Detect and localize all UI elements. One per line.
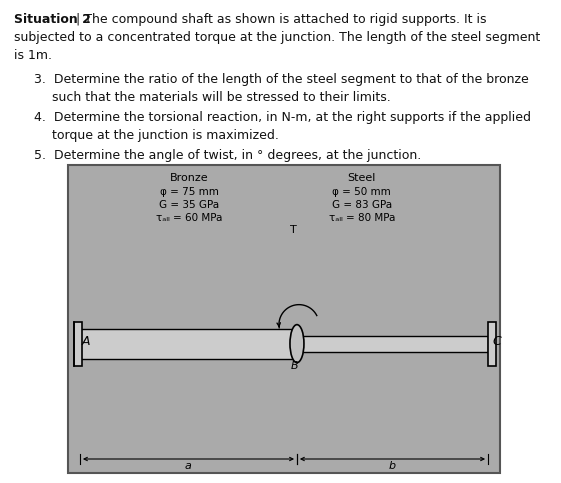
Text: is 1m.: is 1m. bbox=[14, 49, 52, 62]
Bar bbox=[80, 328, 297, 359]
Text: 3.  Determine the ratio of the length of the steel segment to that of the bronze: 3. Determine the ratio of the length of … bbox=[34, 73, 529, 86]
Text: T: T bbox=[289, 225, 296, 235]
Text: C: C bbox=[492, 335, 501, 348]
Text: Steel: Steel bbox=[348, 173, 376, 183]
Text: Bronze: Bronze bbox=[169, 173, 208, 183]
Text: 4.  Determine the torsional reaction, in N-m, at the right supports if the appli: 4. Determine the torsional reaction, in … bbox=[34, 111, 531, 124]
Text: subjected to a concentrated torque at the junction. The length of the steel segm: subjected to a concentrated torque at th… bbox=[14, 31, 540, 44]
Text: G = 35 GPa: G = 35 GPa bbox=[159, 200, 219, 210]
Bar bbox=[488, 322, 496, 366]
Text: τₐₗₗ = 80 MPa: τₐₗₗ = 80 MPa bbox=[329, 213, 395, 223]
Ellipse shape bbox=[290, 325, 304, 363]
Text: τₐₗₗ = 60 MPa: τₐₗₗ = 60 MPa bbox=[156, 213, 222, 223]
Bar bbox=[68, 165, 500, 473]
Text: a: a bbox=[185, 461, 192, 471]
Text: B: B bbox=[291, 361, 299, 370]
Bar bbox=[74, 322, 82, 366]
Text: such that the materials will be stressed to their limits.: such that the materials will be stressed… bbox=[52, 91, 391, 104]
Text: torque at the junction is maximized.: torque at the junction is maximized. bbox=[52, 129, 279, 142]
Text: 5.  Determine the angle of twist, in ° degrees, at the junction.: 5. Determine the angle of twist, in ° de… bbox=[34, 149, 421, 162]
Text: b: b bbox=[389, 461, 396, 471]
Text: G = 83 GPa: G = 83 GPa bbox=[332, 200, 392, 210]
Text: φ = 50 mm: φ = 50 mm bbox=[332, 187, 391, 197]
Text: A: A bbox=[82, 335, 90, 348]
Text: φ = 75 mm: φ = 75 mm bbox=[159, 187, 218, 197]
Text: | The compound shaft as shown is attached to rigid supports. It is: | The compound shaft as shown is attache… bbox=[76, 13, 486, 26]
Text: Situation 2: Situation 2 bbox=[14, 13, 91, 26]
Bar bbox=[297, 336, 488, 352]
